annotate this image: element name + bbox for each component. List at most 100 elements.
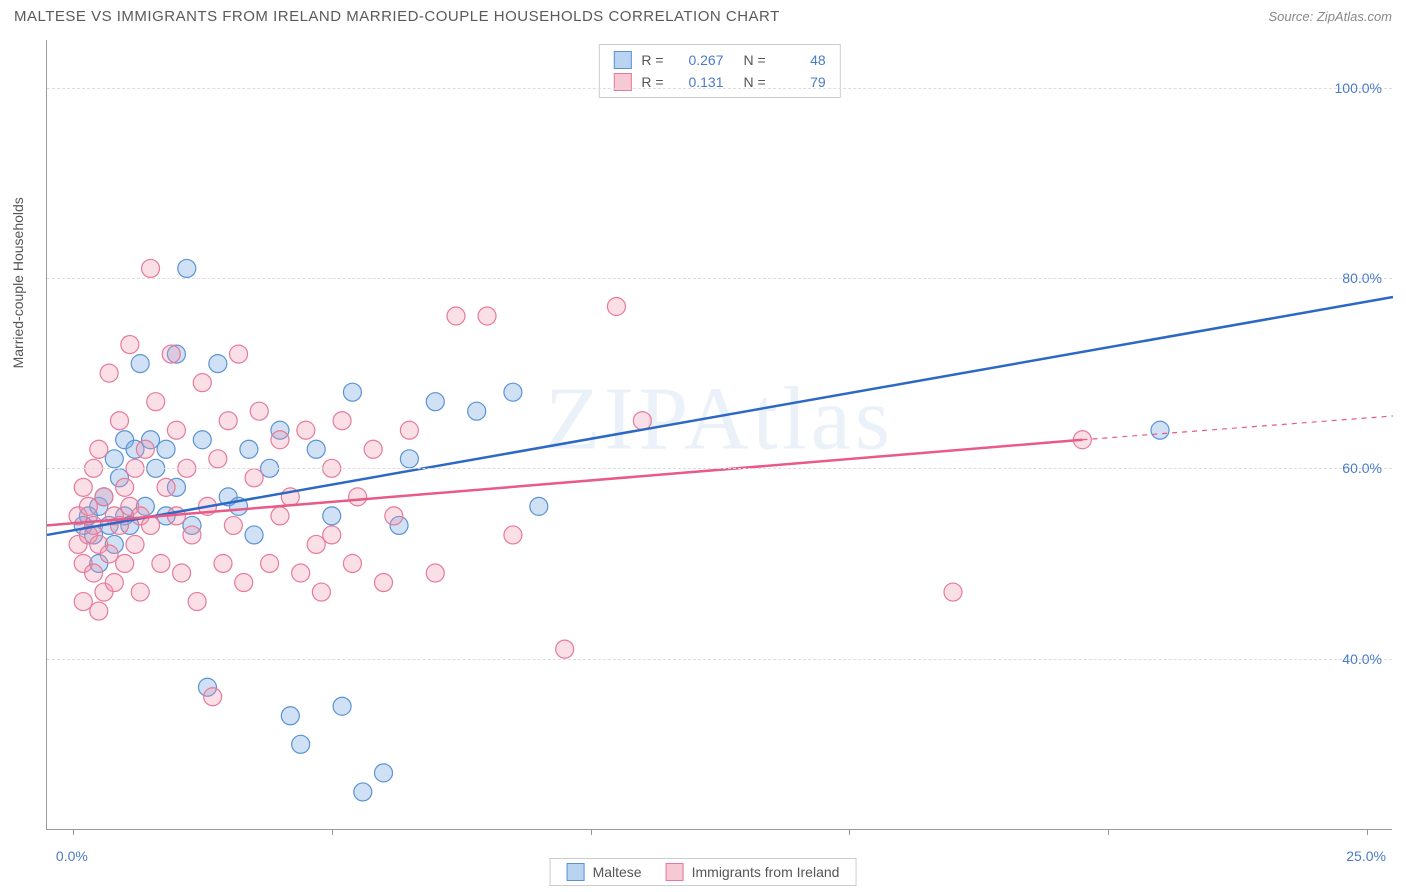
y-tick-label: 100.0% bbox=[1335, 80, 1382, 96]
data-point bbox=[245, 526, 263, 544]
data-point bbox=[375, 764, 393, 782]
data-point bbox=[209, 355, 227, 373]
source-label: Source: ZipAtlas.com bbox=[1268, 9, 1392, 24]
data-point bbox=[173, 564, 191, 582]
data-point bbox=[131, 583, 149, 601]
y-tick-label: 40.0% bbox=[1342, 651, 1382, 667]
data-point bbox=[79, 497, 97, 515]
gridline bbox=[47, 88, 1392, 89]
data-point bbox=[447, 307, 465, 325]
data-point bbox=[297, 421, 315, 439]
data-point bbox=[343, 554, 361, 572]
legend-item: Immigrants from Ireland bbox=[666, 863, 840, 881]
data-point bbox=[204, 688, 222, 706]
data-point bbox=[530, 497, 548, 515]
data-point bbox=[250, 402, 268, 420]
data-point bbox=[468, 402, 486, 420]
trend-line bbox=[47, 297, 1393, 535]
legend-stats-row: R =0.267N =48 bbox=[613, 49, 825, 71]
x-tick bbox=[73, 829, 74, 835]
data-point bbox=[312, 583, 330, 601]
data-point bbox=[504, 383, 522, 401]
data-point bbox=[100, 364, 118, 382]
data-point bbox=[281, 707, 299, 725]
data-point bbox=[354, 783, 372, 801]
data-point bbox=[90, 602, 108, 620]
data-point bbox=[230, 345, 248, 363]
data-point bbox=[349, 488, 367, 506]
data-point bbox=[126, 535, 144, 553]
legend-series: Maltese Immigrants from Ireland bbox=[550, 858, 857, 886]
data-point bbox=[271, 507, 289, 525]
x-tick bbox=[1108, 829, 1109, 835]
gridline bbox=[47, 468, 1392, 469]
data-point bbox=[556, 640, 574, 658]
data-point bbox=[426, 393, 444, 411]
data-point bbox=[333, 697, 351, 715]
data-point bbox=[426, 564, 444, 582]
data-point bbox=[178, 259, 196, 277]
data-point bbox=[183, 526, 201, 544]
data-point bbox=[607, 298, 625, 316]
y-tick-label: 60.0% bbox=[1342, 460, 1382, 476]
legend-swatch bbox=[567, 863, 585, 881]
data-point bbox=[209, 450, 227, 468]
data-point bbox=[240, 440, 258, 458]
data-point bbox=[193, 374, 211, 392]
x-tick-label: 0.0% bbox=[56, 848, 88, 864]
x-tick bbox=[1367, 829, 1368, 835]
data-point bbox=[162, 345, 180, 363]
data-point bbox=[74, 593, 92, 611]
x-tick bbox=[591, 829, 592, 835]
data-point bbox=[400, 450, 418, 468]
data-point bbox=[188, 593, 206, 611]
data-point bbox=[292, 564, 310, 582]
data-point bbox=[116, 478, 134, 496]
legend-item: Maltese bbox=[567, 863, 642, 881]
data-point bbox=[292, 735, 310, 753]
data-point bbox=[142, 259, 160, 277]
x-tick bbox=[849, 829, 850, 835]
data-point bbox=[261, 554, 279, 572]
data-point bbox=[400, 421, 418, 439]
data-point bbox=[343, 383, 361, 401]
data-point bbox=[235, 574, 253, 592]
legend-label: Maltese bbox=[593, 864, 642, 880]
data-point bbox=[224, 516, 242, 534]
data-point bbox=[131, 355, 149, 373]
data-point bbox=[323, 526, 341, 544]
data-point bbox=[85, 564, 103, 582]
data-point bbox=[1151, 421, 1169, 439]
gridline bbox=[47, 659, 1392, 660]
data-point bbox=[214, 554, 232, 572]
data-point bbox=[152, 554, 170, 572]
data-point bbox=[271, 431, 289, 449]
data-point bbox=[219, 412, 237, 430]
legend-swatch bbox=[666, 863, 684, 881]
chart-title: MALTESE VS IMMIGRANTS FROM IRELAND MARRI… bbox=[14, 8, 780, 25]
data-point bbox=[136, 440, 154, 458]
trend-line bbox=[1082, 416, 1393, 440]
data-point bbox=[121, 336, 139, 354]
data-point bbox=[100, 545, 118, 563]
data-point bbox=[323, 507, 341, 525]
data-point bbox=[307, 440, 325, 458]
gridline bbox=[47, 278, 1392, 279]
data-point bbox=[74, 478, 92, 496]
data-point bbox=[105, 574, 123, 592]
data-point bbox=[142, 516, 160, 534]
data-point bbox=[944, 583, 962, 601]
data-point bbox=[110, 412, 128, 430]
data-point bbox=[193, 431, 211, 449]
data-point bbox=[167, 421, 185, 439]
legend-stats: R =0.267N =48R =0.131N =79 bbox=[598, 44, 840, 98]
data-point bbox=[478, 307, 496, 325]
scatter-plot-svg bbox=[47, 40, 1392, 829]
x-tick-label: 25.0% bbox=[1346, 848, 1386, 864]
y-axis-label: Married-couple Households bbox=[10, 197, 26, 368]
data-point bbox=[157, 478, 175, 496]
legend-swatch bbox=[613, 51, 631, 69]
legend-label: Immigrants from Ireland bbox=[692, 864, 840, 880]
data-point bbox=[245, 469, 263, 487]
data-point bbox=[504, 526, 522, 544]
